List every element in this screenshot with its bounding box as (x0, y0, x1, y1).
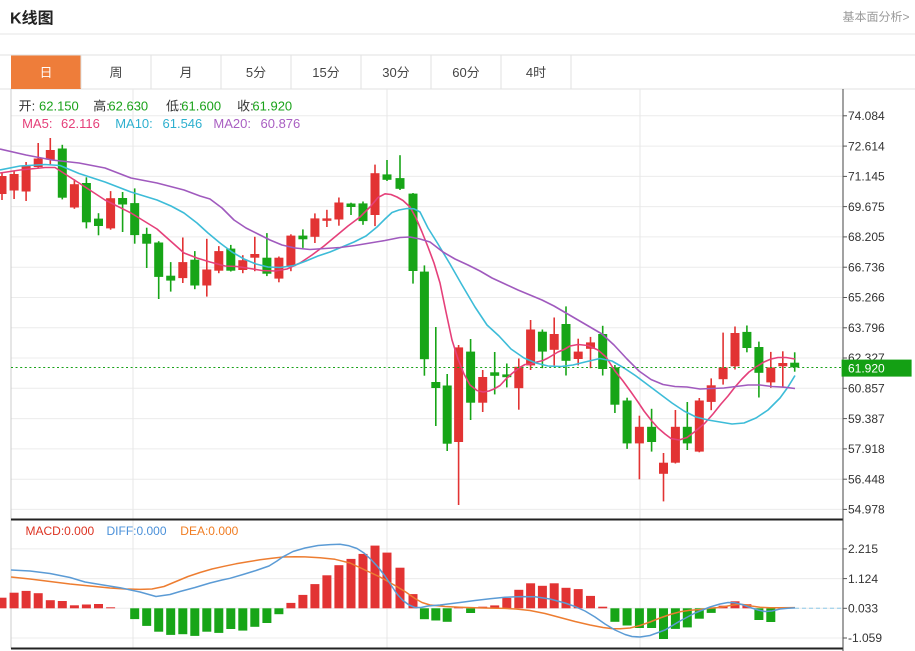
svg-text:63.796: 63.796 (848, 321, 885, 335)
svg-text:74.084: 74.084 (848, 109, 885, 123)
svg-text:69.675: 69.675 (848, 200, 885, 214)
svg-text:60.876: 60.876 (261, 116, 301, 131)
svg-text:0.033: 0.033 (848, 602, 878, 616)
svg-text:60: 60 (452, 65, 466, 80)
svg-text::: : (250, 99, 254, 114)
svg-text:DIFF:0.000: DIFF:0.000 (107, 524, 167, 538)
svg-text:MA10:: MA10: (115, 116, 153, 131)
svg-text:68.205: 68.205 (848, 230, 885, 244)
svg-text:57.918: 57.918 (848, 442, 885, 456)
svg-text:54.978: 54.978 (848, 503, 885, 517)
svg-text:66.736: 66.736 (848, 260, 885, 274)
svg-text:61.600: 61.600 (181, 99, 221, 114)
svg-text::: : (179, 99, 183, 114)
svg-text::: : (32, 99, 36, 114)
svg-text:61.920: 61.920 (848, 361, 885, 375)
svg-text:62.150: 62.150 (39, 99, 79, 114)
svg-text:K: K (10, 11, 22, 28)
svg-text:MACD:0.000: MACD:0.000 (26, 524, 95, 538)
svg-text:62.630: 62.630 (108, 99, 148, 114)
svg-text:56.448: 56.448 (848, 472, 885, 486)
svg-text:MA5:: MA5: (22, 116, 52, 131)
svg-text::: : (106, 99, 110, 114)
svg-text:-1.059: -1.059 (848, 631, 882, 645)
svg-text:60.857: 60.857 (848, 382, 885, 396)
svg-text:15: 15 (312, 65, 326, 80)
svg-text:2.215: 2.215 (848, 542, 878, 556)
svg-text:72.614: 72.614 (848, 139, 885, 153)
svg-text:1.124: 1.124 (848, 572, 878, 586)
svg-text:71.145: 71.145 (848, 170, 885, 184)
svg-text:65.266: 65.266 (848, 291, 885, 305)
svg-text:61.920: 61.920 (252, 99, 292, 114)
svg-text:4: 4 (526, 65, 533, 80)
svg-text:>: > (903, 10, 910, 24)
svg-text:5: 5 (246, 65, 253, 80)
svg-text:30: 30 (382, 65, 396, 80)
svg-text:62.116: 62.116 (61, 116, 100, 131)
svg-text:59.387: 59.387 (848, 412, 885, 426)
svg-text:61.546: 61.546 (163, 116, 203, 131)
svg-text:MA20:: MA20: (213, 116, 251, 131)
svg-text:DEA:0.000: DEA:0.000 (180, 524, 238, 538)
